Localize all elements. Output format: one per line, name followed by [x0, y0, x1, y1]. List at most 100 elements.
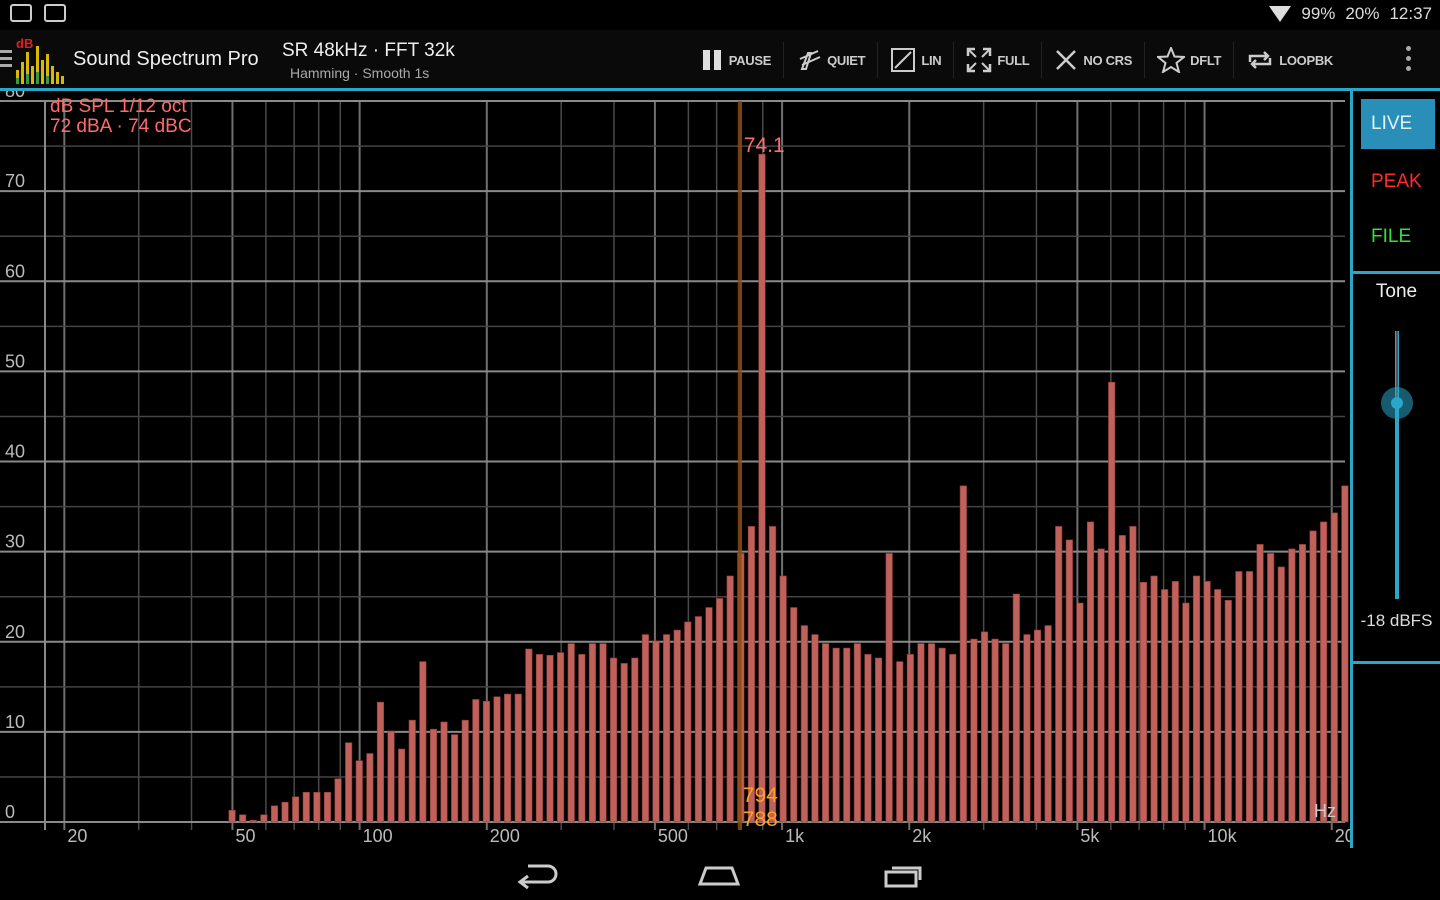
spectrum-bar [970, 638, 978, 823]
spectrum-bar [1224, 599, 1232, 823]
tone-level-value: -18 dBFS [1360, 611, 1433, 630]
y-tick-label: 70 [5, 171, 25, 191]
spectrum-bar [546, 654, 554, 823]
full-button[interactable]: FULL [954, 42, 1043, 78]
spectrum-bar [875, 657, 883, 823]
spectrum-bar [1235, 571, 1243, 823]
window-settings[interactable]: Hamming · Smooth 1s [290, 65, 430, 81]
lin-button[interactable]: LIN [878, 42, 955, 78]
spectrum-bar [557, 652, 565, 823]
nav-bar [0, 848, 1440, 900]
spectrum-bar [673, 629, 681, 823]
spectrum-bar [1298, 544, 1307, 823]
spectrum-bar [1267, 553, 1275, 823]
panel-divider [1353, 661, 1440, 664]
default-button[interactable]: DFLT [1145, 42, 1235, 78]
wifi-icon [1269, 6, 1292, 22]
back-icon[interactable] [516, 858, 560, 890]
spectrum-bar [1023, 634, 1031, 823]
spectrum-bar [1320, 521, 1328, 823]
spectrum-bar [790, 607, 798, 823]
spectrum-bar [864, 654, 872, 823]
spectrum-bar [1256, 544, 1264, 823]
spectrum-bar [822, 643, 830, 823]
spectrum-bar [270, 805, 279, 823]
tone-slider-track-inactive [1396, 331, 1398, 399]
x-tick-label: 50 [235, 826, 255, 846]
status-bar: 99% 20% 12:37 [0, 0, 1440, 30]
pause-button[interactable]: PAUSE [688, 42, 785, 78]
app-logo-text: dB [16, 36, 33, 51]
spectrum-bar [832, 647, 840, 823]
spectrum-bar [726, 575, 734, 823]
spectrum-bar [1203, 581, 1211, 823]
overflow-menu-icon[interactable] [1406, 46, 1412, 76]
quiet-button[interactable]: QUIET [784, 42, 879, 78]
clock: 12:37 [1389, 4, 1432, 23]
spectrum-bar [652, 640, 660, 823]
spectrum-bar [747, 526, 755, 823]
spectrum-bar [906, 654, 914, 823]
spectrum-bar [599, 643, 607, 823]
spectrum-bar [1002, 643, 1010, 823]
spectrum-bar [588, 643, 596, 823]
x-tick-label: 10k [1208, 826, 1238, 846]
spectrum-bar [525, 648, 533, 823]
spectrum-bar [663, 634, 671, 823]
chart-info-line1: dB SPL 1/12 oct [50, 96, 187, 117]
spectrum-bar [355, 760, 363, 823]
spectrum-bar [1055, 526, 1063, 823]
x-tick-label: 20 [67, 826, 87, 846]
action-bar: dB Sound Spectrum Pro SR 48kHz · FFT 32k… [0, 30, 1440, 88]
spectrum-bar [716, 598, 724, 823]
chart-bars [228, 101, 1349, 830]
spectrum-bar [514, 693, 522, 823]
fft-settings[interactable]: SR 48kHz · FFT 32k [282, 40, 455, 61]
side-panel: LIVE PEAK FILE Tone -18 dBFS [1350, 91, 1440, 848]
spectrum-bar [938, 647, 946, 823]
app-logo-icon[interactable]: dB [14, 36, 70, 84]
spectrum-bar [228, 809, 236, 823]
spectrum-bar [567, 643, 575, 823]
tone-label: Tone [1375, 281, 1418, 302]
file-mode-button[interactable]: FILE [1371, 226, 1412, 247]
spectrum-bar [959, 485, 967, 823]
spectrum-bar [260, 814, 268, 823]
spectrum-bar [578, 654, 586, 823]
spectrum-bar [684, 621, 692, 823]
spectrum-bar [927, 643, 936, 823]
no-cursor-label: NO CRS [1083, 52, 1133, 68]
spectrum-bar [345, 742, 353, 823]
pause-label: PAUSE [728, 52, 772, 68]
spectrum-bar [302, 791, 310, 823]
home-icon[interactable] [696, 858, 742, 890]
spectrum-bar [1277, 566, 1285, 823]
spectrum-bar [461, 719, 469, 823]
spectrum-bar [758, 153, 766, 823]
panel-divider [1353, 271, 1440, 274]
tone-slider-thumb[interactable] [1381, 387, 1413, 420]
drawer-menu-icon[interactable] [0, 50, 12, 71]
spectrum-bar [1086, 521, 1095, 823]
tone-slider-track[interactable] [1395, 331, 1399, 599]
app-notification-icon [44, 4, 66, 22]
spectrum-bar [843, 647, 851, 823]
spectrum-bar [1118, 535, 1126, 823]
spectrum-bar [896, 661, 904, 823]
loop-icon [1248, 51, 1272, 69]
spectrum-bar [249, 819, 257, 823]
spectrum-bar [429, 728, 437, 823]
peak-mode-button[interactable]: PEAK [1371, 171, 1422, 192]
no-cursor-button[interactable]: NO CRS [1042, 42, 1146, 78]
quiet-icon [799, 50, 821, 70]
spectrum-bar [1033, 629, 1042, 823]
spectrum-bar [949, 654, 957, 823]
loopback-button[interactable]: LOOPBK [1234, 42, 1345, 78]
star-icon [1157, 47, 1186, 73]
spectrum-bar [239, 814, 247, 823]
spectrum-chart[interactable]: 0 10 20 30 40 50 60 70 80 20 50 100 200 500 1k 2k 5k 10k 2… [0, 91, 1350, 848]
spectrum-bar [1245, 571, 1254, 823]
spectrum-bar [705, 607, 713, 823]
recent-apps-icon[interactable] [882, 858, 926, 890]
live-mode-button[interactable]: LIVE [1361, 99, 1435, 149]
